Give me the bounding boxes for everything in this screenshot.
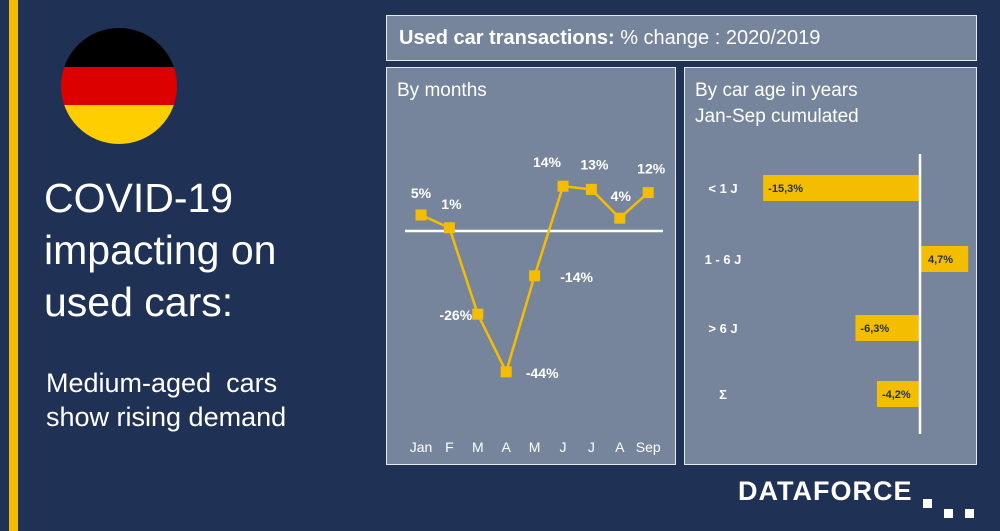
data-label: 14%: [533, 154, 562, 170]
data-label: 13%: [580, 156, 609, 172]
accent-stripe: [9, 0, 18, 531]
data-point: [585, 183, 597, 195]
data-point: [500, 366, 512, 378]
chart-title-rest: % change : 2020/2019: [614, 27, 821, 49]
x-tick-label: Sep: [636, 439, 661, 455]
age-chart-panel: By car age in years Jan-Sep cumulated -1…: [684, 67, 977, 465]
headline: COVID-19 impacting on used cars:: [44, 172, 364, 328]
data-point: [642, 187, 654, 199]
bar-value-label: 4,7%: [928, 254, 953, 266]
x-tick-label: M: [529, 439, 541, 455]
headline-line: impacting on: [44, 227, 277, 273]
age-chart-subtitle: Jan-Sep cumulated: [695, 106, 859, 127]
data-label: 5%: [411, 185, 432, 201]
chart-title-bold: Used car transactions:: [399, 27, 615, 49]
data-label: -14%: [560, 269, 593, 285]
bar-value-label: -15,3%: [768, 183, 803, 195]
months-chart-panel: By months 5% Jan 1% F -26% M -44% A -14% M 14% J 13%…: [386, 67, 676, 465]
x-tick-label: F: [445, 439, 454, 455]
chart-title-panel: Used car transactions: % change : 2020/2…: [386, 15, 977, 61]
bar: [855, 315, 920, 341]
bar: [763, 175, 920, 201]
age-chart-title-block: By car age in years Jan-Sep cumulated: [695, 78, 859, 130]
age-chart-title: By car age in years: [695, 80, 858, 101]
bar-value-label: -6,3%: [860, 323, 889, 335]
bar: [876, 381, 920, 407]
x-tick-label: Jan: [410, 439, 433, 455]
data-label: 4%: [611, 188, 632, 204]
months-line-chart: 5% Jan 1% F -26% M -44% A -14% M 14% J 13% J 4% A 12% Sep: [405, 154, 666, 455]
x-tick-label: A: [615, 439, 625, 455]
chart-title: Used car transactions: % change : 2020/2…: [399, 27, 820, 50]
x-tick-label: J: [560, 439, 567, 455]
subheadline-line: Medium-aged cars: [46, 368, 278, 398]
bar: [920, 246, 969, 272]
data-point: [529, 270, 541, 282]
category-label: Σ: [719, 387, 727, 402]
logo-dots-icon: [923, 499, 983, 519]
age-bar-chart: -15,3% < 1 J 4,7% 1 - 6 J -6,3% > 6 J -4,2% Σ: [705, 154, 969, 434]
category-label: < 1 J: [708, 181, 737, 196]
x-tick-label: J: [588, 439, 595, 455]
data-label: 1%: [441, 196, 462, 212]
category-label: 1 - 6 J: [705, 252, 742, 267]
x-tick-label: M: [472, 439, 484, 455]
bar-value-label: -4,2%: [882, 389, 911, 401]
subheadline-line: show rising demand: [46, 402, 287, 432]
data-point: [443, 222, 455, 234]
flag-stripe-gold: [61, 105, 177, 144]
dataforce-logo: DATAFORCE: [738, 476, 913, 506]
flag-stripe-black: [61, 28, 177, 67]
subheadline: Medium-aged cars show rising demand: [46, 366, 366, 434]
flag-stripe-red: [61, 66, 177, 106]
x-tick-label: A: [502, 439, 512, 455]
data-point: [614, 212, 626, 224]
data-point: [472, 308, 484, 320]
data-label: -26%: [439, 307, 472, 323]
months-chart-title: By months: [397, 80, 487, 101]
data-label: 12%: [637, 161, 666, 177]
headline-line: used cars:: [44, 279, 234, 325]
headline-line: COVID-19: [44, 175, 234, 221]
data-point: [415, 209, 427, 221]
category-label: > 6 J: [708, 321, 737, 336]
data-point: [557, 180, 569, 192]
germany-flag-icon: [61, 28, 177, 144]
data-label: -44%: [526, 365, 559, 381]
